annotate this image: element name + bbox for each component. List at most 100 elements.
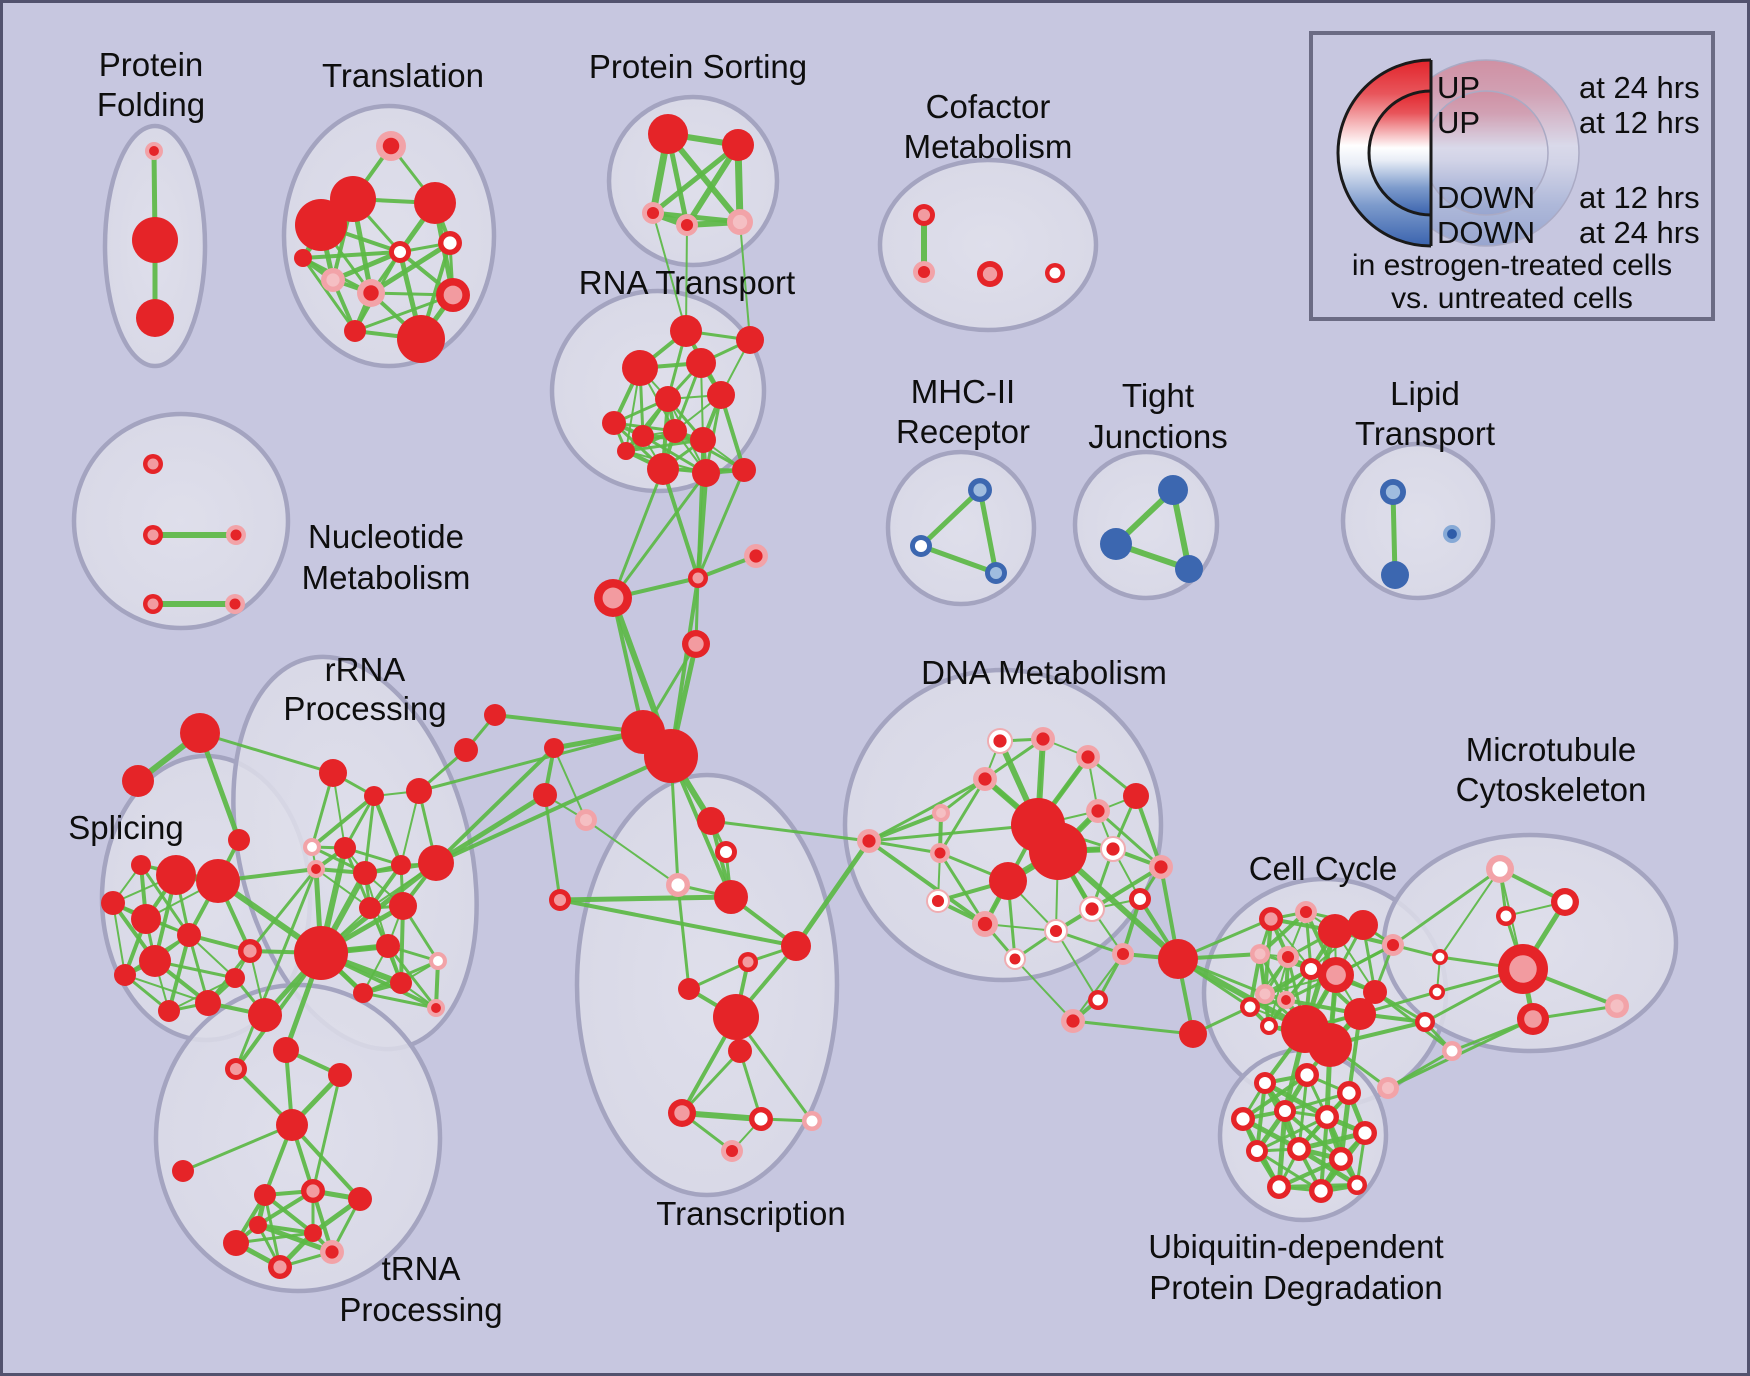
network-node-m2[interactable] [575,809,597,831]
network-node-ps2[interactable] [642,202,664,224]
network-node-pf2[interactable] [136,299,174,337]
network-node-r15[interactable] [353,983,373,1003]
network-node-l1[interactable] [1443,525,1461,543]
network-node-r10[interactable] [359,897,381,919]
network-node-u12[interactable] [1347,1175,1367,1195]
network-node-u0[interactable] [1254,1072,1276,1094]
network-node-tr7[interactable] [678,978,700,1000]
network-node-s4[interactable] [177,923,201,947]
network-node-u5[interactable] [1315,1105,1339,1129]
network-node-tl0[interactable] [376,131,406,161]
network-node-d18[interactable] [1044,919,1068,943]
network-node-q4[interactable] [172,1160,194,1182]
network-node-r16[interactable] [427,999,445,1017]
network-node-e8[interactable] [1255,984,1275,1004]
network-node-rt9[interactable] [690,427,716,453]
network-node-t1[interactable] [122,765,154,797]
network-node-d19[interactable] [1112,943,1134,965]
network-node-x0[interactable] [1377,1077,1399,1099]
network-node-q2[interactable] [328,1063,352,1087]
network-node-tr11[interactable] [749,1107,773,1131]
network-node-u2[interactable] [1337,1081,1361,1105]
network-node-s8[interactable] [248,998,282,1032]
network-node-e7[interactable] [1318,957,1354,993]
network-node-r4[interactable] [303,838,321,856]
network-node-ps0[interactable] [648,114,688,154]
network-node-c0[interactable] [688,568,708,588]
network-node-u9[interactable] [1329,1147,1353,1171]
network-node-q7[interactable] [348,1187,372,1211]
network-node-r18[interactable] [484,704,506,726]
network-node-tr12[interactable] [802,1111,822,1131]
network-node-r7[interactable] [391,855,411,875]
network-node-d24[interactable] [1088,990,1108,1010]
network-node-cf2[interactable] [977,261,1003,287]
network-node-tl7[interactable] [357,279,385,307]
network-node-p2[interactable] [985,562,1007,584]
network-node-tl4[interactable] [438,231,462,255]
network-node-ps3[interactable] [676,214,698,236]
network-node-u7[interactable] [1246,1140,1268,1162]
network-node-rt2[interactable] [622,350,658,386]
network-node-tl9[interactable] [397,315,445,363]
network-node-j0[interactable] [1158,475,1188,505]
network-node-s9[interactable] [195,990,221,1016]
network-node-d2[interactable] [1076,745,1100,769]
network-node-l0[interactable] [1380,479,1406,505]
network-node-q10[interactable] [268,1255,292,1279]
network-node-ps1[interactable] [722,129,754,161]
network-node-m0[interactable] [544,738,564,758]
network-node-q0[interactable] [273,1037,299,1063]
network-node-rt10[interactable] [647,453,679,485]
network-node-nm0[interactable] [143,454,163,474]
network-node-rt0[interactable] [670,315,702,347]
network-node-r1[interactable] [364,786,384,806]
network-node-d0[interactable] [987,728,1013,754]
network-node-e4[interactable] [1250,944,1270,964]
network-node-tr10[interactable] [668,1099,696,1127]
network-node-d14[interactable] [1100,836,1126,862]
network-node-s10[interactable] [158,1000,180,1022]
network-node-r9[interactable] [389,892,417,920]
network-node-r3[interactable] [334,837,356,859]
network-node-e16[interactable] [1363,980,1387,1004]
network-node-r17[interactable] [454,738,478,762]
network-node-e1[interactable] [1295,901,1317,923]
network-node-s11[interactable] [225,968,245,988]
network-node-q5[interactable] [301,1179,325,1203]
network-node-e3[interactable] [1348,910,1378,940]
network-node-b0[interactable] [857,829,881,853]
network-node-d17[interactable] [1079,896,1105,922]
network-node-c2[interactable] [682,630,710,658]
network-node-d3[interactable] [973,767,997,791]
network-node-d12[interactable] [972,911,998,937]
network-node-r0[interactable] [319,759,347,787]
network-node-c3[interactable] [744,544,768,568]
network-node-g4[interactable] [1517,1003,1549,1035]
network-node-tr8[interactable] [713,994,759,1040]
network-node-u4[interactable] [1274,1100,1296,1122]
network-node-tr3[interactable] [714,880,748,914]
network-node-r12[interactable] [376,934,400,958]
network-node-tl8[interactable] [436,278,470,312]
network-node-tl2[interactable] [295,199,347,251]
network-node-rt3[interactable] [686,348,716,378]
network-node-s6[interactable] [114,964,136,986]
network-node-l2[interactable] [1381,561,1409,589]
network-node-u8[interactable] [1287,1137,1311,1161]
network-node-rt1[interactable] [736,326,764,354]
network-node-e5[interactable] [1277,946,1299,968]
network-node-h1[interactable] [644,729,698,783]
network-node-rt5[interactable] [707,381,735,409]
network-node-s12[interactable] [131,855,151,875]
network-node-s3[interactable] [101,891,125,915]
network-node-rt12[interactable] [732,458,756,482]
network-node-d22[interactable] [1179,1020,1207,1048]
network-node-g9[interactable] [1442,1041,1462,1061]
network-node-g7[interactable] [1429,984,1445,1000]
network-node-r5[interactable] [307,860,325,878]
network-node-q6[interactable] [254,1184,276,1206]
network-node-d1[interactable] [1031,727,1055,751]
network-node-e14[interactable] [1344,998,1376,1030]
network-node-tr9[interactable] [728,1039,752,1063]
